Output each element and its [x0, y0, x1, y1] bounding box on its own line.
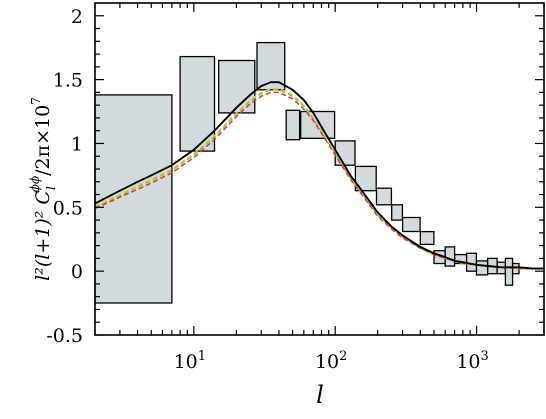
- theory-curves: [94, 81, 544, 270]
- x-tick-label: 101: [174, 349, 206, 373]
- bandpower-box: [179, 55, 216, 152]
- bandpower-box: [391, 204, 404, 221]
- theory-curve-solid: [94, 81, 544, 270]
- bandpower-boxes: [94, 41, 520, 304]
- bandpower-box: [375, 187, 393, 206]
- bandpower-box: [504, 257, 514, 286]
- x-axis-label: l: [316, 381, 324, 409]
- bandpower-box: [419, 230, 435, 246]
- bandpower-box: [401, 216, 421, 233]
- y-tick-label: 1: [71, 133, 83, 155]
- y-axis-label: l²(l+1)² Clϕϕ/2π×107: [28, 97, 58, 281]
- bandpower-box: [285, 109, 301, 141]
- bandpower-box: [475, 260, 489, 276]
- y-tick-label: 2: [71, 6, 83, 28]
- bandpower-box: [444, 246, 456, 267]
- bandpower-box: [354, 165, 377, 192]
- y-tick-label: -0.5: [46, 325, 83, 347]
- y-tick-label: 0: [71, 261, 83, 283]
- x-tick-label: 102: [315, 349, 347, 373]
- y-tick-label: 1.5: [53, 70, 83, 92]
- plot-frame: [94, 2, 545, 336]
- y-tick-label: 0.5: [53, 197, 83, 219]
- bandpower-box: [94, 94, 173, 304]
- axis-ticks: 101 102 103 -0.5 0 0.5 1 1.5 2: [46, 3, 545, 373]
- x-tick-label: 103: [456, 349, 488, 373]
